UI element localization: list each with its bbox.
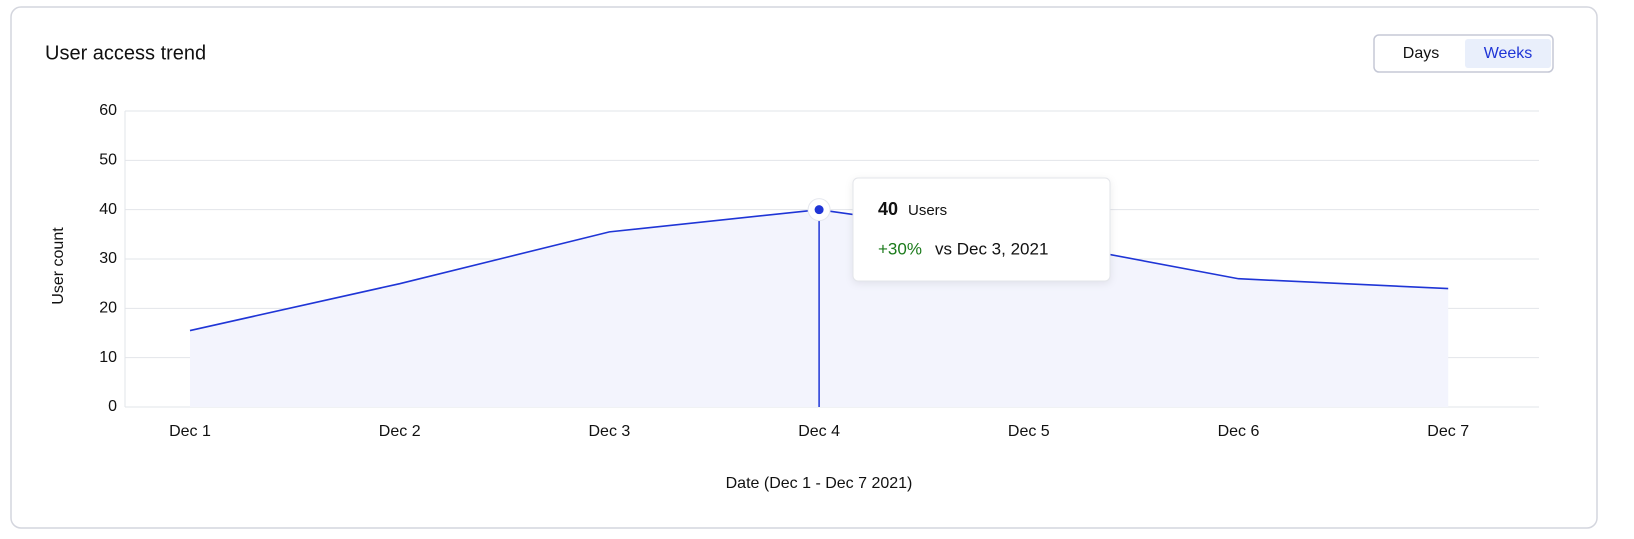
toggle-label[interactable]: Weeks: [1484, 45, 1533, 62]
y-tick-label: 40: [99, 201, 117, 218]
chart-title: User access trend: [45, 42, 206, 64]
tooltip-compare: vs Dec 3, 2021: [935, 239, 1048, 258]
toggle-button[interactable]: [1378, 39, 1464, 68]
x-tick-label: Dec 2: [379, 423, 421, 440]
x-tick-label: Dec 3: [589, 423, 631, 440]
x-tick-label: Dec 5: [1008, 423, 1050, 440]
x-tick-label: Dec 4: [798, 423, 840, 440]
tooltip: [852, 177, 1111, 282]
y-tick-label: 30: [99, 250, 117, 267]
toggle-button[interactable]: [1465, 39, 1551, 68]
y-tick-label: 0: [108, 398, 117, 415]
tooltip-unit: Users: [908, 202, 947, 219]
x-tick-label: Dec 1: [169, 423, 211, 440]
x-tick-label: Dec 6: [1218, 423, 1260, 440]
tooltip-value: 40: [878, 199, 898, 219]
x-axis-title: Date (Dec 1 - Dec 7 2021): [726, 475, 913, 492]
y-tick-label: 20: [99, 300, 117, 317]
tooltip-change: +30%: [878, 239, 922, 258]
y-axis-title: User count: [50, 227, 67, 305]
y-tick-label: 60: [99, 102, 117, 119]
point[interactable]: [814, 205, 824, 215]
y-tick-label: 50: [99, 152, 117, 169]
y-tick-label: 10: [99, 349, 117, 366]
toggle-label[interactable]: Days: [1403, 45, 1439, 62]
x-tick-label: Dec 7: [1427, 423, 1469, 440]
